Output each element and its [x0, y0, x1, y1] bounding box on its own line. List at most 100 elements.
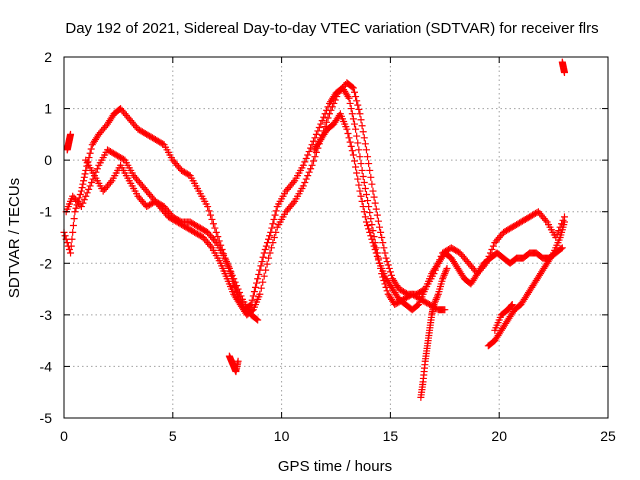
data-point [354, 175, 362, 183]
data-point [370, 242, 378, 250]
data-point [361, 185, 369, 193]
data-point [77, 203, 85, 211]
data-point [328, 103, 336, 111]
data-point [349, 84, 357, 92]
data-point [355, 146, 363, 154]
data-point [67, 249, 75, 257]
data-point [358, 122, 366, 130]
x-tick-label: 20 [491, 428, 507, 444]
data-point [371, 199, 379, 207]
data-point [348, 83, 356, 91]
data-point [360, 208, 368, 216]
data-point [270, 234, 278, 241]
data-point [86, 182, 94, 190]
data-point [79, 199, 87, 207]
data-point [222, 258, 230, 266]
data-point [204, 203, 212, 211]
data-point [441, 306, 449, 314]
data-point [368, 180, 376, 188]
data-point [299, 161, 307, 169]
data-point [221, 254, 229, 262]
y-tick-label: -4 [40, 358, 53, 374]
data-point [350, 88, 358, 96]
data-point [311, 153, 319, 161]
data-point [289, 199, 297, 207]
data-point [233, 282, 241, 290]
data-point [372, 249, 380, 257]
data-point [246, 301, 254, 309]
data-point [82, 192, 90, 200]
data-point [362, 146, 370, 154]
data-point [258, 258, 266, 266]
data-point [386, 268, 394, 276]
x-axis-label: GPS time / hours [278, 458, 392, 475]
data-point [368, 235, 376, 243]
data-point [374, 256, 382, 264]
data-point [350, 120, 358, 128]
data-point [360, 134, 368, 142]
data-point [225, 264, 233, 272]
data-point [353, 97, 361, 105]
data-point [431, 299, 439, 307]
data-point [83, 189, 91, 197]
data-point [93, 165, 101, 173]
data-point [356, 153, 364, 161]
data-point [343, 125, 351, 133]
data-point [349, 151, 357, 159]
data-point [310, 157, 318, 165]
data-point [234, 285, 242, 293]
data-point [205, 207, 213, 215]
data-point [68, 235, 76, 243]
data-point [439, 275, 447, 283]
data-point [88, 178, 96, 186]
data-point [362, 191, 370, 199]
data-point [266, 232, 274, 240]
data-point [324, 114, 332, 122]
y-tick-label: -5 [40, 410, 53, 426]
data-point [508, 301, 516, 309]
data-point [266, 249, 274, 257]
data-point [80, 196, 88, 204]
data-point [364, 221, 372, 229]
series-track-10 [63, 130, 75, 154]
data-point [272, 207, 280, 215]
data-point [347, 105, 355, 113]
data-point [268, 224, 276, 232]
data-point [366, 228, 374, 236]
data-point [312, 130, 320, 138]
data-point [442, 268, 450, 276]
data-point [61, 232, 69, 240]
data-point [71, 208, 79, 216]
data-point [380, 244, 388, 252]
data-point [85, 185, 93, 193]
data-point [365, 160, 373, 168]
chart-title: Day 192 of 2021, Sidereal Day-to-day VTE… [65, 20, 598, 37]
data-point [310, 137, 318, 145]
data-point [379, 239, 387, 247]
data-point [362, 218, 370, 226]
data-point [211, 224, 219, 232]
data-point [370, 193, 378, 201]
data-point [305, 148, 313, 156]
data-point [257, 284, 265, 292]
data-point [560, 218, 568, 226]
data-point [508, 301, 516, 309]
y-axis-label: SDTVAR / TECUs [6, 178, 23, 298]
data-point [357, 160, 365, 168]
data-point [347, 142, 355, 150]
data-point [79, 180, 87, 188]
data-point [384, 261, 392, 269]
series-track-5 [225, 352, 242, 376]
data-point [432, 295, 440, 303]
data-point [367, 232, 375, 240]
data-point [302, 175, 310, 183]
data-point [317, 120, 325, 128]
data-point [267, 244, 275, 252]
data-point [373, 211, 381, 219]
data-point [224, 261, 232, 269]
data-point [207, 242, 215, 250]
data-point [374, 217, 382, 225]
data-point [359, 128, 367, 136]
series-track-4 [310, 110, 566, 314]
y-tick-label: -1 [40, 204, 53, 220]
